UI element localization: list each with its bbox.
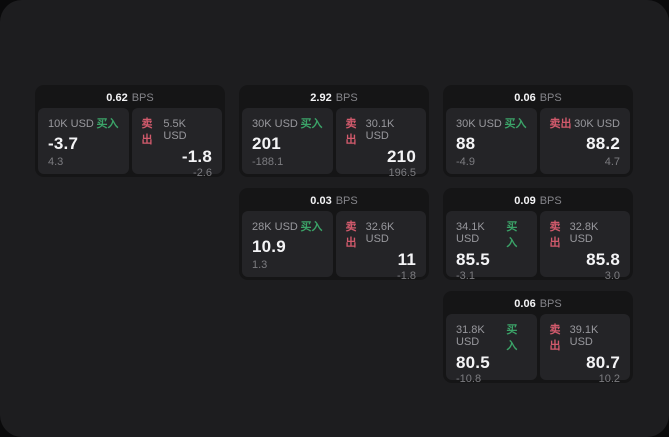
spread-value: 2.92 [310, 92, 332, 104]
buy-delta: -188.1 [252, 156, 284, 168]
sell-side-label: 卖出 [345, 221, 357, 249]
quote-sides: 28K USD 买入 10.9 1.3 卖出 32.6K USD 11 -1.8 [242, 211, 426, 282]
sell-delta: 10.2 [598, 373, 620, 385]
sell-delta: 4.7 [604, 156, 620, 168]
spread-value: 0.62 [106, 92, 128, 104]
sell-price: 80.7 [586, 353, 620, 372]
buy-side-label: 买入 [506, 324, 518, 352]
buy-price: 10.9 [252, 236, 286, 256]
spread-unit: BPS [335, 195, 358, 207]
spread-header: 0.09 BPS [446, 191, 630, 211]
sell-side-label: 卖出 [549, 324, 561, 352]
buy-delta: -10.8 [456, 373, 482, 385]
buy-price: 201 [252, 133, 281, 153]
buy-side-label: 买入 [96, 118, 119, 130]
quote-sides: 10K USD 买入 -3.7 4.3 卖出 5.5K USD -1.8 -2.… [38, 108, 222, 179]
sell-price: 85.8 [586, 250, 620, 269]
spread-value: 0.06 [514, 92, 536, 104]
spread-value: 0.06 [514, 298, 536, 310]
sell-side-label: 卖出 [141, 118, 153, 146]
spread-value: 0.03 [310, 195, 332, 207]
quote-card-1: 0.62 BPS 10K USD 买入 -3.7 4.3 卖出 5.5K USD [35, 85, 225, 179]
quote-grid: 0.62 BPS 10K USD 买入 -3.7 4.3 卖出 5.5K USD [35, 85, 633, 385]
spread-header: 0.06 BPS [446, 294, 630, 314]
buy-side-label: 买入 [300, 118, 323, 130]
sell-tile[interactable]: 卖出 30.1K USD 210 196.5 [335, 108, 426, 179]
buy-price: -3.7 [48, 133, 79, 153]
sell-amount: 5.5K USD [163, 118, 187, 142]
quote-card-6: 0.06 BPS 31.8K USD 买入 80.5 -10.8 卖出 39.1… [443, 291, 633, 385]
buy-tile[interactable]: 31.8K USD 买入 80.5 -10.8 [446, 314, 537, 385]
spread-header: 0.06 BPS [446, 88, 630, 108]
sell-price: 210 [387, 147, 416, 166]
buy-amount: 30K USD [456, 118, 502, 130]
buy-price: 85.5 [456, 250, 490, 269]
spread-unit: BPS [539, 195, 562, 207]
spread-unit: BPS [539, 92, 562, 104]
spread-unit: BPS [131, 92, 154, 104]
buy-amount: 10K USD [48, 118, 94, 130]
sell-price: -1.8 [181, 147, 212, 166]
sell-tile[interactable]: 卖出 30K USD 88.2 4.7 [539, 108, 630, 174]
quote-card-4: 0.03 BPS 28K USD 买入 10.9 1.3 卖出 32.6K US… [239, 188, 429, 282]
quote-card-2: 2.92 BPS 30K USD 买入 201 -188.1 卖出 30.1K … [239, 85, 429, 179]
quote-card-3: 0.06 BPS 30K USD 买入 88 -4.9 卖出 30K USD [443, 85, 633, 177]
buy-delta: 4.3 [48, 156, 64, 168]
buy-delta: -3.1 [456, 270, 475, 282]
sell-amount: 32.6K USD [365, 221, 395, 245]
quote-sides: 30K USD 买入 201 -188.1 卖出 30.1K USD 210 1… [242, 108, 426, 179]
sell-delta: -2.6 [193, 167, 212, 179]
buy-side-label: 买入 [506, 221, 518, 249]
sell-amount: 30K USD [574, 118, 620, 130]
buy-amount: 31.8K USD [456, 324, 485, 348]
sell-amount: 39.1K USD [569, 324, 599, 348]
sell-price: 88.2 [586, 133, 620, 153]
buy-amount: 34.1K USD [456, 221, 485, 245]
buy-tile[interactable]: 34.1K USD 买入 85.5 -3.1 [446, 211, 537, 282]
buy-side-label: 买入 [300, 221, 323, 233]
buy-tile[interactable]: 30K USD 买入 88 -4.9 [446, 108, 537, 174]
buy-amount: 28K USD [252, 221, 298, 233]
sell-tile[interactable]: 卖出 32.6K USD 11 -1.8 [335, 211, 426, 282]
sell-tile[interactable]: 卖出 32.8K USD 85.8 3.0 [539, 211, 630, 282]
spread-value: 0.09 [514, 195, 536, 207]
sell-tile[interactable]: 卖出 39.1K USD 80.7 10.2 [539, 314, 630, 385]
buy-delta: -4.9 [456, 156, 475, 168]
sell-side-label: 卖出 [549, 221, 561, 249]
quote-sides: 30K USD 买入 88 -4.9 卖出 30K USD 88.2 4.7 [446, 108, 630, 174]
sell-delta: -1.8 [397, 270, 416, 282]
sell-price: 11 [397, 250, 416, 269]
spread-header: 0.03 BPS [242, 191, 426, 211]
spread-header: 2.92 BPS [242, 88, 426, 108]
quote-sides: 34.1K USD 买入 85.5 -3.1 卖出 32.8K USD 85.8… [446, 211, 630, 282]
buy-price: 80.5 [456, 353, 490, 372]
sell-amount: 32.8K USD [569, 221, 599, 245]
sell-amount: 30.1K USD [365, 118, 395, 142]
quote-sides: 31.8K USD 买入 80.5 -10.8 卖出 39.1K USD 80.… [446, 314, 630, 385]
sell-delta: 3.0 [604, 270, 620, 282]
sell-tile[interactable]: 卖出 5.5K USD -1.8 -2.6 [131, 108, 222, 179]
sell-side-label: 卖出 [345, 118, 357, 146]
spread-unit: BPS [335, 92, 358, 104]
quote-card-5: 0.09 BPS 34.1K USD 买入 85.5 -3.1 卖出 32.8K… [443, 188, 633, 282]
spread-unit: BPS [539, 298, 562, 310]
buy-side-label: 买入 [504, 118, 527, 130]
sell-delta: 196.5 [388, 167, 416, 179]
spread-header: 0.62 BPS [38, 88, 222, 108]
buy-price: 88 [456, 133, 476, 153]
buy-tile[interactable]: 30K USD 买入 201 -188.1 [242, 108, 333, 174]
buy-tile[interactable]: 28K USD 买入 10.9 1.3 [242, 211, 333, 277]
buy-delta: 1.3 [252, 259, 268, 271]
sell-side-label: 卖出 [549, 118, 572, 130]
buy-amount: 30K USD [252, 118, 298, 130]
buy-tile[interactable]: 10K USD 买入 -3.7 4.3 [38, 108, 129, 174]
